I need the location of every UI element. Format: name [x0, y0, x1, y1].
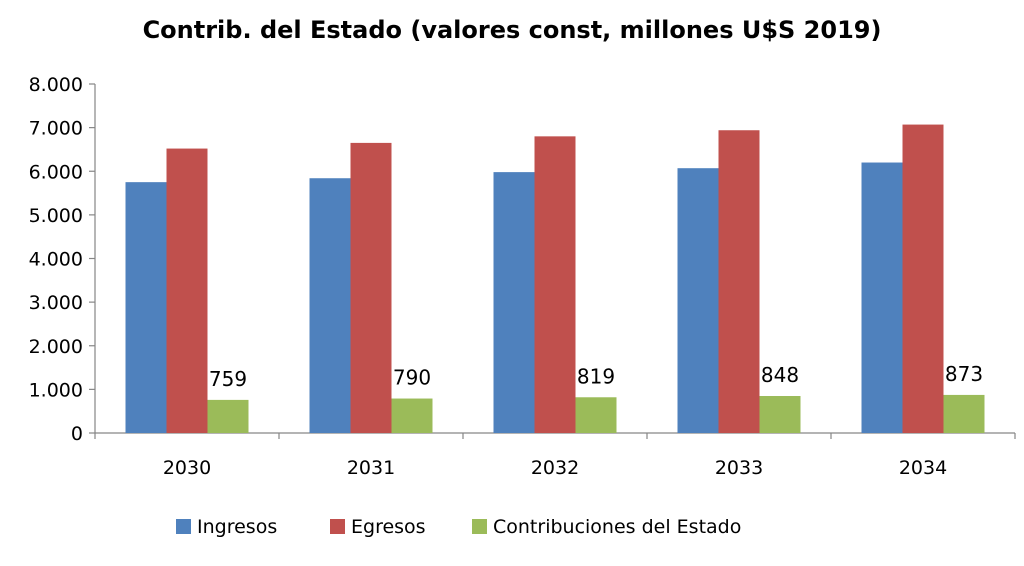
- data-label: 759: [209, 367, 247, 391]
- y-tick-label: 5.000: [29, 205, 83, 227]
- data-label: 819: [577, 364, 615, 388]
- bar-ingresos-2030: [125, 182, 167, 433]
- y-tick-label: 0: [71, 423, 83, 445]
- legend-swatch: [330, 519, 345, 534]
- bar-egresos-2032: [534, 136, 576, 433]
- y-tick-label: 8.000: [29, 74, 83, 96]
- x-axis-ticks: 2030 2031 2032 2033 2034: [94, 433, 1016, 479]
- data-label: 848: [761, 363, 799, 387]
- bar-egresos-2030: [166, 148, 208, 433]
- y-tick-label: 6.000: [29, 161, 83, 183]
- bar-contribuciones-del-estado-2033: [759, 396, 801, 433]
- x-tick-label: 2034: [899, 457, 947, 479]
- y-axis-ticks: 0 1.000 2.000 3.000 4.000 5.000 6.000 7.000 8.00…: [29, 74, 95, 445]
- bar-egresos-2033: [718, 130, 760, 433]
- y-tick-label: 2.000: [29, 336, 83, 358]
- bar-ingresos-2032: [493, 172, 535, 433]
- bar-ingresos-2031: [309, 178, 351, 433]
- legend-swatch: [176, 519, 191, 534]
- legend-label: Egresos: [351, 516, 426, 538]
- bar-ingresos-2033: [677, 168, 719, 434]
- x-tick-label: 2033: [715, 457, 763, 479]
- legend-label: Contribuciones del Estado: [493, 516, 741, 538]
- legend-swatch: [472, 519, 487, 534]
- y-tick-label: 4.000: [29, 249, 83, 271]
- chart-title: Contrib. del Estado (valores const, mill…: [143, 16, 882, 44]
- bar-contribuciones-del-estado-2030: [207, 399, 249, 433]
- y-tick-label: 7.000: [29, 118, 83, 140]
- data-label: 790: [393, 366, 431, 390]
- bar-egresos-2034: [902, 124, 944, 433]
- legend-label: Ingresos: [197, 516, 277, 538]
- bar-contribuciones-del-estado-2031: [391, 398, 433, 433]
- legend: Ingresos Egresos Contribuciones del Estado: [176, 516, 741, 538]
- bar-egresos-2031: [350, 142, 392, 434]
- bar-contribuciones-del-estado-2034: [943, 394, 985, 433]
- data-labels: 759 790 819 848 873: [209, 362, 983, 391]
- bars: [125, 124, 985, 434]
- y-tick-label: 3.000: [29, 292, 83, 314]
- x-tick-label: 2031: [347, 457, 395, 479]
- x-tick-label: 2030: [163, 457, 211, 479]
- x-tick-label: 2032: [531, 457, 579, 479]
- y-tick-label: 1.000: [29, 379, 83, 401]
- bar-contribuciones-del-estado-2032: [575, 397, 617, 433]
- bar-ingresos-2034: [861, 162, 903, 433]
- data-label: 873: [945, 362, 983, 386]
